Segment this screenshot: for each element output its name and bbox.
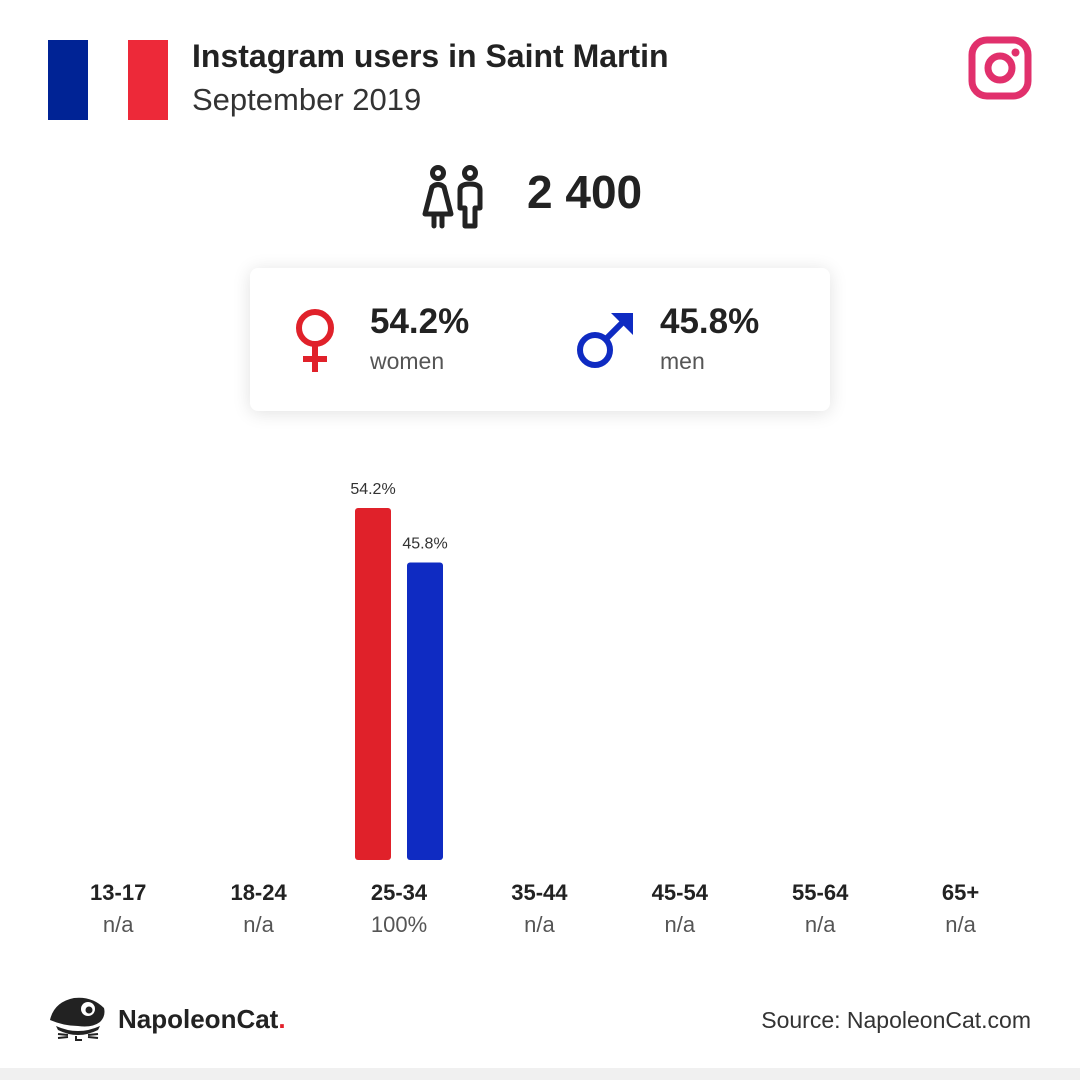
age-category-label: 55-64 [792,880,849,905]
male-symbol-icon [577,313,633,368]
female-symbol-icon [296,309,334,372]
age-category-label: 65+ [942,880,979,905]
instagram-icon [968,36,1032,100]
napoleoncat-logo-icon [50,997,105,1041]
brand-text: NapoleonCat [118,1004,279,1034]
age-category-label: 13-17 [90,880,146,905]
source-credit: Source: NapoleonCat.com [761,1007,1031,1033]
age-category-share: n/a [805,912,836,937]
flag-stripe-blue [48,40,88,120]
page-subtitle: September 2019 [192,82,422,117]
bar-men [407,562,443,860]
age-category-share: 100% [371,912,427,937]
flag-stripe-red [128,40,168,120]
age-category-share: n/a [945,912,976,937]
age-category-share: n/a [103,912,134,937]
bar-value-label-men: 45.8% [402,536,447,553]
people-icon [422,165,483,229]
brand-dot: . [278,1004,286,1034]
brand-name: NapoleonCat. [118,1004,286,1035]
page-title: Instagram users in Saint Martin [192,38,669,74]
country-flag [48,40,168,120]
age-category-share: n/a [524,912,555,937]
flag-stripe-white [88,40,128,120]
age-category-share: n/a [665,912,696,937]
bar-value-label-women: 54.2% [350,481,395,498]
age-category-label: 35-44 [511,880,568,905]
bottom-band [0,1068,1080,1080]
gender-split-card: 54.2% women 45.8% men [250,268,830,411]
age-category-share: n/a [243,912,274,937]
age-category-label: 25-34 [371,880,428,905]
bar-women [355,508,391,860]
age-category-label: 45-54 [652,880,709,905]
age-category-label: 18-24 [230,880,287,905]
men-label: men [660,348,705,374]
women-percentage: 54.2% [370,302,470,341]
total-users-value: 2 400 [527,166,643,218]
women-label: women [370,348,445,374]
men-percentage: 45.8% [660,302,760,341]
